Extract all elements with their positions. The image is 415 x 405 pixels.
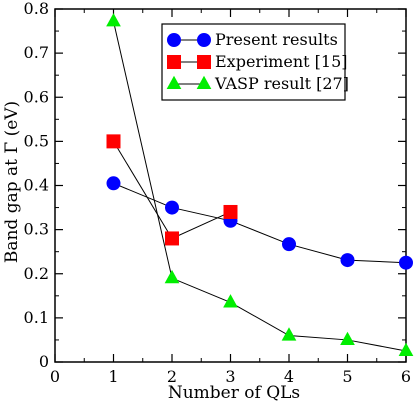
x-axis: 0 1 2 3 4 5 6 xyxy=(50,9,411,386)
x-tick-label: 2 xyxy=(167,367,177,386)
legend-item: Experiment [15] xyxy=(167,52,347,71)
y-tick-label: 0.7 xyxy=(24,43,49,62)
y-tick-label: 0.2 xyxy=(24,264,49,283)
legend-label: Present results xyxy=(215,30,338,49)
x-tick-label: 1 xyxy=(108,367,118,386)
y-axis-title: Band gap at Γ (eV) xyxy=(2,101,22,263)
data-point xyxy=(106,176,121,191)
x-tick-label: 3 xyxy=(225,367,235,386)
data-point xyxy=(340,253,355,268)
data-point xyxy=(223,204,238,219)
legend-marker xyxy=(167,33,181,47)
y-axis: 0 0.1 0.2 0.3 0.4 0.5 0.6 0.7 0.8 xyxy=(24,0,406,371)
x-tick-label: 4 xyxy=(284,367,294,386)
series-line xyxy=(113,21,407,352)
data-point xyxy=(106,134,121,149)
y-tick-label: 0.8 xyxy=(24,0,49,18)
y-tick-label: 0.1 xyxy=(24,308,49,327)
series-line xyxy=(113,182,407,264)
data-point xyxy=(165,231,179,246)
data-point xyxy=(282,237,296,252)
legend-marker xyxy=(197,33,211,47)
y-tick-label: 0 xyxy=(39,352,49,371)
data-point xyxy=(106,13,121,27)
data-point xyxy=(223,294,238,308)
legend-label: VASP result [27] xyxy=(214,74,349,93)
legend-marker xyxy=(197,55,211,69)
series-layer xyxy=(106,13,414,357)
x-tick-label: 6 xyxy=(401,367,411,386)
data-point xyxy=(164,269,180,284)
legend-marker xyxy=(166,75,182,90)
data-point xyxy=(165,200,179,215)
data-point xyxy=(340,331,355,345)
series-circle xyxy=(106,176,413,270)
y-tick-label: 0.5 xyxy=(24,131,49,150)
x-tick-label: 0 xyxy=(50,367,60,386)
legend-label: Experiment [15] xyxy=(215,52,347,71)
data-point xyxy=(398,342,414,357)
legend-marker xyxy=(167,55,181,69)
y-tick-label: 0.4 xyxy=(24,176,49,195)
legend: Present results Experiment [15] VASP resul… xyxy=(161,23,349,101)
series-triangle xyxy=(106,13,414,357)
legend-marker xyxy=(196,75,212,90)
y-tick-label: 0.6 xyxy=(24,87,49,106)
x-tick-label: 5 xyxy=(342,367,352,386)
y-tick-label: 0.3 xyxy=(24,220,49,239)
series-line xyxy=(113,141,231,240)
x-axis-title: Number of QLs xyxy=(168,383,300,403)
data-point xyxy=(281,327,297,341)
legend-item: Present results xyxy=(167,30,338,49)
legend-item: VASP result [27] xyxy=(166,74,349,93)
data-point xyxy=(399,255,413,270)
series-square xyxy=(106,134,238,246)
